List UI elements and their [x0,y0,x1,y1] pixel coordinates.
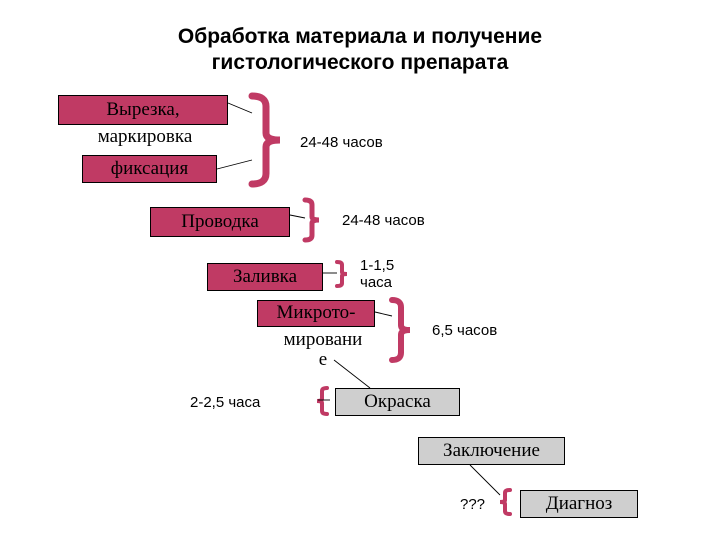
diagram-stage: Обработка материала и получение гистолог… [0,0,720,540]
connector-lines [0,0,720,540]
